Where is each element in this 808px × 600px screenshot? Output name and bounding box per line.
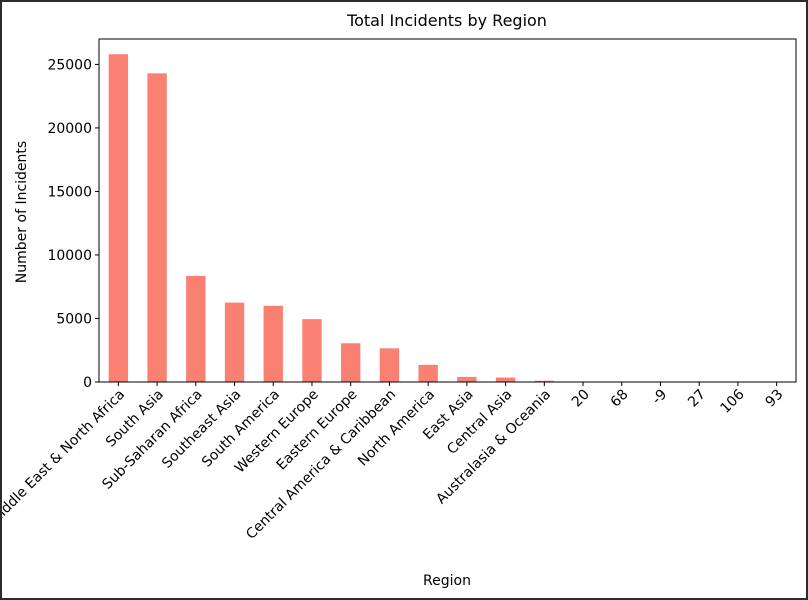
bar <box>418 364 438 382</box>
bar <box>534 380 554 382</box>
bar <box>379 348 400 382</box>
chart-title: Total Incidents by Region <box>346 11 547 30</box>
y-tick-label: 25000 <box>47 57 92 73</box>
x-tick-label: -9 <box>649 387 670 408</box>
x-tick-label: Middle East & North Africa <box>2 387 128 529</box>
x-tick-label: 20 <box>569 387 593 411</box>
bar <box>147 73 167 383</box>
y-tick-label: 0 <box>83 375 92 391</box>
y-tick-label: 10000 <box>47 248 92 264</box>
y-tick-label: 20000 <box>47 121 92 137</box>
bar <box>108 54 129 382</box>
y-tick-label: 15000 <box>47 184 92 200</box>
bar <box>224 302 245 382</box>
bar <box>341 343 361 382</box>
bar <box>302 319 322 382</box>
bar <box>186 275 206 382</box>
x-tick-label: 106 <box>718 386 748 416</box>
bar <box>495 377 516 382</box>
x-axis-label: Region <box>423 573 471 589</box>
plot-frame <box>98 38 797 383</box>
x-tick-label: 27 <box>685 387 709 411</box>
y-tick-label: 5000 <box>56 311 92 327</box>
x-tick-label: 68 <box>608 387 632 411</box>
bar <box>263 305 283 382</box>
y-axis-label: Number of Incidents <box>14 141 30 283</box>
x-tick-label: 93 <box>763 387 787 411</box>
bar <box>457 376 477 382</box>
